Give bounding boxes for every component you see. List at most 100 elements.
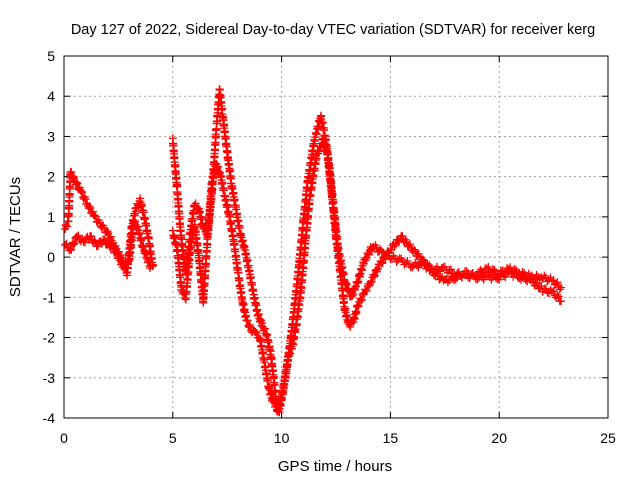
data-point	[484, 262, 493, 271]
x-tick-label: 10	[274, 430, 290, 446]
data-point	[527, 274, 536, 283]
data-point	[102, 228, 111, 237]
data-point	[357, 295, 366, 304]
data-point	[533, 279, 542, 288]
data-point	[85, 202, 94, 211]
y-tick-label: 3	[47, 128, 55, 144]
data-point	[553, 278, 562, 287]
data-point	[72, 178, 81, 187]
data-point	[131, 217, 140, 226]
data-point	[88, 207, 97, 216]
data-point	[354, 302, 363, 311]
x-tick-label: 25	[600, 430, 616, 446]
data-point	[81, 195, 90, 204]
data-point	[104, 238, 113, 247]
data-point	[553, 291, 562, 300]
data-point	[106, 232, 115, 241]
data-point	[258, 319, 267, 328]
x-tick-label: 0	[60, 430, 68, 446]
data-point	[100, 236, 109, 245]
x-tick-label: 20	[491, 430, 507, 446]
data-point	[118, 263, 127, 272]
data-point	[131, 207, 140, 216]
data-point	[62, 239, 71, 248]
axis-ticks: 0 5 10 15 20 25 -4 -3 -2 -1 0 1 2 3 4 5	[43, 48, 616, 446]
data-point	[462, 267, 471, 276]
data-point	[111, 248, 120, 257]
data-point	[378, 258, 387, 267]
series-group	[61, 85, 566, 416]
data-point	[70, 173, 79, 182]
data-point	[372, 265, 381, 274]
data-point	[69, 240, 78, 249]
data-point	[315, 147, 324, 156]
data-point	[365, 250, 374, 259]
data-point	[115, 252, 124, 261]
data-point	[540, 271, 549, 280]
data-point	[67, 167, 76, 176]
data-point	[555, 285, 564, 294]
data-point	[405, 240, 414, 249]
data-point	[520, 272, 529, 281]
y-tick-label: 5	[47, 48, 55, 64]
y-tick-label: -2	[43, 330, 56, 346]
data-point	[312, 154, 321, 163]
data-point	[451, 275, 460, 284]
data-point	[146, 261, 155, 270]
data-point	[351, 282, 360, 291]
y-tick-label: -3	[43, 370, 56, 386]
x-tick-label: 15	[383, 430, 399, 446]
data-point	[549, 287, 558, 296]
data-point	[191, 199, 200, 208]
data-point	[403, 257, 412, 266]
data-point	[348, 291, 357, 300]
data-point	[181, 294, 190, 303]
data-point	[557, 283, 566, 292]
data-point	[251, 328, 260, 337]
data-point	[350, 284, 359, 293]
data-point	[123, 260, 132, 269]
x-axis-title: GPS time / hours	[278, 458, 392, 475]
data-point	[69, 172, 78, 181]
data-point	[390, 242, 399, 251]
data-point	[373, 264, 382, 273]
data-point	[419, 255, 428, 264]
data-point	[67, 245, 76, 254]
data-point	[554, 292, 563, 301]
data-point	[410, 245, 419, 254]
data-point	[70, 239, 79, 248]
data-point	[87, 232, 96, 241]
data-point	[78, 188, 87, 197]
data-point	[362, 286, 371, 295]
y-tick-label: -4	[43, 410, 56, 426]
y-axis-title: SDTVAR / TECUs	[7, 177, 24, 297]
data-point	[71, 180, 80, 189]
chart-title: Day 127 of 2022, Sidereal Day-to-day VTE…	[71, 22, 595, 38]
data-point	[488, 265, 497, 274]
data-point	[427, 264, 436, 273]
data-point	[512, 269, 521, 278]
data-point	[532, 270, 541, 279]
plot-frame	[63, 55, 609, 419]
y-tick-label: 2	[47, 169, 55, 185]
data-point	[447, 265, 456, 274]
data-point	[369, 272, 378, 281]
data-point	[397, 254, 406, 263]
x-tick-label: 5	[169, 430, 177, 446]
y-tick-label: 4	[47, 88, 55, 104]
data-point	[63, 222, 72, 231]
y-tick-label: -1	[43, 289, 56, 305]
data-point	[501, 273, 510, 282]
y-tick-label: 1	[47, 209, 55, 225]
data-point	[414, 249, 423, 258]
data-point	[243, 316, 252, 325]
y-tick-label: 0	[47, 249, 55, 265]
data-point	[260, 324, 269, 333]
data-point	[377, 259, 386, 268]
data-point	[73, 179, 82, 188]
data-point	[557, 297, 566, 306]
series-group	[61, 134, 566, 417]
data-point	[541, 284, 550, 293]
data-point	[76, 186, 85, 195]
